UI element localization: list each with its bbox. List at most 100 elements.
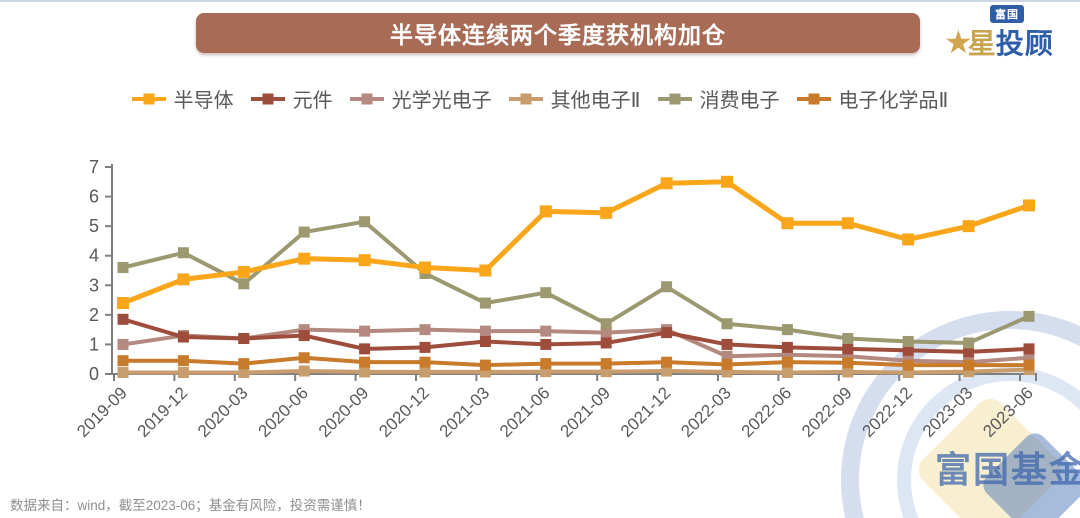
data-point [117, 355, 129, 367]
watermark: 富国基金 [841, 311, 1080, 518]
x-axis-label: 2022-12 [858, 383, 916, 441]
data-point [600, 206, 613, 219]
data-point [661, 356, 673, 368]
data-point [117, 262, 129, 274]
data-point [902, 233, 915, 246]
legend-item-6: 电子化学品Ⅱ [796, 84, 949, 113]
data-point [963, 359, 975, 371]
legend-label: 元件 [292, 90, 333, 112]
data-point [963, 346, 975, 358]
y-axis-label: 5 [89, 216, 99, 236]
title-banner: 半导体连续两个季度获机构加仓 [196, 13, 920, 53]
data-point [298, 365, 310, 377]
legend-label: 电子化学品Ⅱ [838, 90, 949, 112]
data-point [721, 359, 733, 371]
data-point [781, 217, 794, 230]
data-point [962, 220, 975, 233]
data-point [721, 175, 733, 188]
data-point [479, 264, 492, 277]
data-point [539, 205, 552, 218]
data-point [600, 358, 612, 370]
legend-marker-square [361, 93, 373, 104]
watermark-text: 富国基金 [935, 449, 1080, 490]
brand-logo: 富国 ★ 星 投顾 [944, 5, 1066, 61]
data-point [963, 337, 975, 349]
data-point [600, 366, 612, 378]
data-point [781, 356, 793, 368]
brand-text-blue: 投顾 [995, 28, 1054, 59]
series-line [123, 355, 1029, 368]
data-point [540, 325, 552, 337]
data-point [721, 350, 733, 362]
legend-label: 光学光电子 [391, 90, 492, 112]
data-point [117, 338, 129, 350]
y-axis-label: 4 [89, 246, 99, 266]
data-point [237, 265, 250, 278]
legend-marker-square [808, 93, 819, 104]
top-border-line [0, 0, 1080, 2]
legend-item-5: 消费电子 [657, 84, 780, 113]
data-point [359, 216, 371, 228]
legend-marker [657, 93, 692, 104]
legend-item-3: 光学光电子 [349, 84, 492, 113]
x-axis-label: 2021-03 [436, 383, 494, 441]
y-axis-label: 1 [89, 334, 99, 354]
data-point [963, 366, 975, 378]
data-point [479, 325, 491, 337]
data-point [600, 318, 612, 330]
legend-label: 半导体 [173, 90, 234, 112]
data-point [358, 254, 371, 267]
brand-badge: 富国 [990, 5, 1024, 23]
data-point [600, 327, 612, 339]
data-point [298, 352, 310, 364]
data-point [117, 367, 129, 379]
series-line [123, 367, 1030, 375]
data-point [1023, 343, 1035, 355]
data-point [781, 367, 793, 379]
data-point [238, 358, 250, 370]
legend-marker-square [143, 93, 155, 104]
data-point [842, 366, 854, 378]
series-元件 [117, 313, 1035, 358]
data-point [419, 341, 431, 353]
data-point [902, 335, 914, 347]
data-point [721, 318, 733, 330]
legend-marker [508, 93, 543, 104]
data-point [238, 333, 250, 345]
data-point [419, 261, 431, 274]
x-axis-label: 2022-03 [677, 383, 735, 441]
series-半导体 [117, 175, 1035, 310]
data-point [721, 338, 733, 350]
legend-marker-square [520, 93, 532, 104]
x-axis-label: 2021-12 [617, 383, 675, 441]
series-line [122, 219, 1030, 345]
data-point [238, 278, 250, 290]
x-axis-label: 2021-09 [556, 383, 614, 441]
series-line [122, 327, 1030, 365]
data-point [540, 366, 552, 378]
x-axis-label: 2021-06 [496, 383, 554, 441]
data-point [177, 355, 189, 367]
x-axis-label: 2023-03 [919, 383, 977, 441]
star-icon: ★ [944, 24, 973, 60]
data-point [117, 297, 129, 310]
data-point [359, 366, 371, 378]
data-point [298, 226, 310, 238]
data-point [540, 287, 552, 299]
data-point [902, 359, 914, 371]
data-point [1023, 310, 1035, 322]
legend-marker [349, 93, 384, 104]
data-point [479, 297, 491, 309]
data-point [721, 366, 733, 378]
data-point [902, 344, 914, 356]
data-point [781, 341, 793, 353]
data-point [177, 273, 190, 286]
data-point [359, 343, 371, 355]
x-axis-label: 2020-09 [315, 383, 373, 441]
data-point [842, 357, 854, 369]
data-point [540, 358, 552, 370]
data-point [419, 366, 431, 378]
data-point [540, 338, 552, 350]
